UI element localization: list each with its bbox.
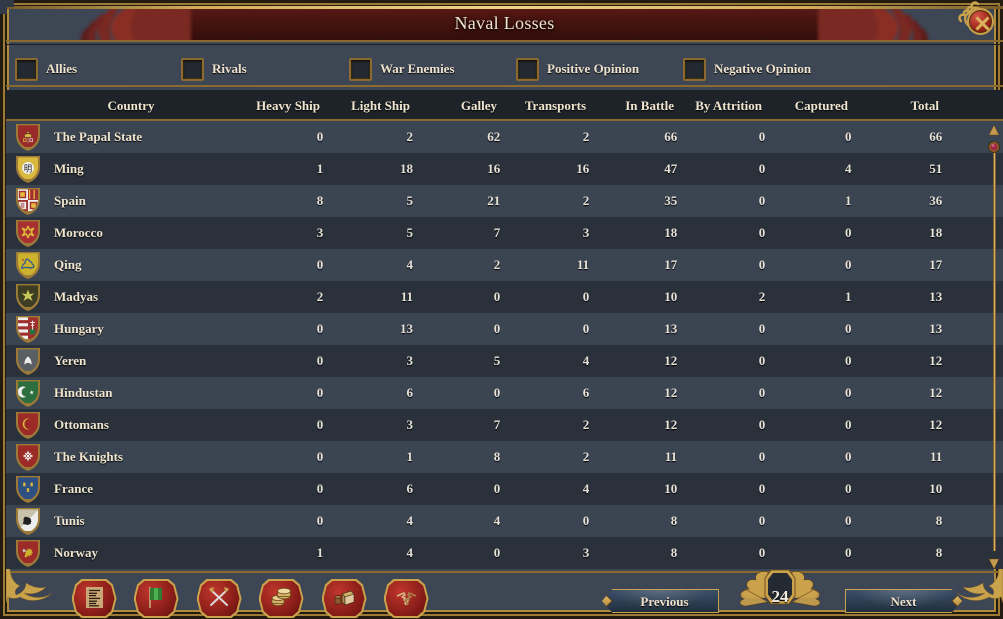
svg-text:明: 明: [24, 165, 32, 174]
